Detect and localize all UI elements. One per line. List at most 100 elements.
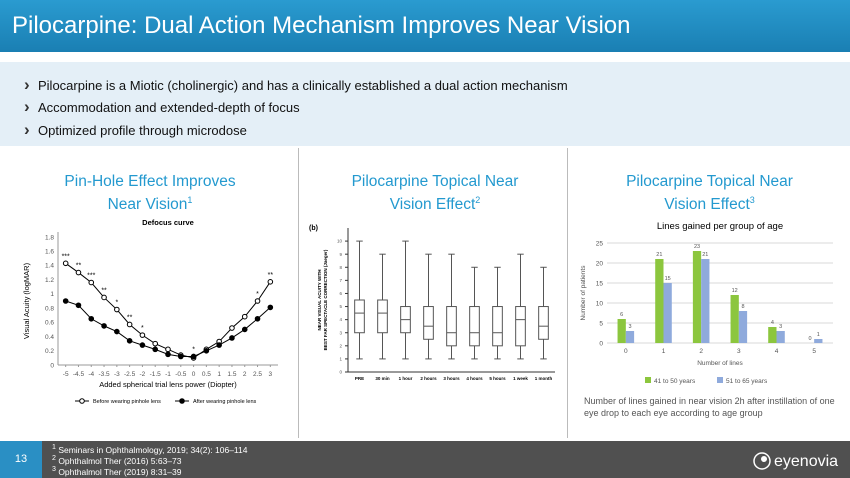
y-tick-label: 20 [596,260,604,267]
x-tick-label: 2 hours [420,376,437,381]
x-tick-label: -4.5 [73,371,85,378]
header: Pilocarpine: Dual Action Mechanism Impro… [0,0,850,52]
ref-text: Ophthalmol Ther (2019) 8:31–39 [58,466,182,477]
value-label: 15 [665,276,671,282]
reference: 2 Ophthalmol Ther (2016) 5:63–73 [52,454,181,466]
legend-label: After wearing pinhole lens [193,399,257,405]
y-tick-label: 1.8 [45,234,54,241]
y-tick-label: 10 [596,300,604,307]
x-tick-label: 4 hours [466,376,483,381]
x-axis-label: Added spherical trial lens power (Diopte… [99,380,237,389]
x-tick-label: -2.5 [124,371,136,378]
point [254,298,261,304]
x-tick-label: 1 month [535,376,553,381]
point [75,302,82,309]
bar [738,311,748,343]
reference: 3 Ophthalmol Ther (2019) 8:31–39 [52,465,181,477]
ref-number: 1 [52,443,56,451]
legend-marker [179,398,185,404]
y-tick-label: 0.6 [45,320,54,327]
legend-label: 41 to 50 years [654,378,696,385]
bar [625,331,635,343]
chart: (b) NEAR VISUAL ACUITY WITH BEST FAR SPECT… [309,225,555,381]
y-tick-label: 0.2 [45,348,54,355]
x-tick-label: -1 [165,371,171,378]
box [492,306,503,347]
value-label: 6 [620,312,623,318]
bar [701,259,710,343]
point [229,325,235,331]
bar [814,339,823,343]
panel-title-text: Pilocarpine Topical Near Vision Effect [626,173,793,214]
x-tick-label: 0.5 [202,371,211,378]
box [377,299,388,334]
y-tick-label: 6 [339,291,342,296]
point [152,346,159,353]
y-tick-label: 0.4 [45,334,54,341]
box [515,306,526,347]
value-label: 12 [732,288,738,294]
y-tick-label: 8 [339,265,342,270]
significance-label: ** [127,314,133,321]
significance-label: ** [101,287,107,294]
point [88,315,95,322]
y-tick-label: 25 [596,240,604,247]
point [139,332,146,338]
point [152,340,159,347]
box [446,306,457,347]
point [114,306,120,313]
point [62,298,69,304]
point [114,328,120,335]
y-tick-label: 0 [50,362,54,369]
bullet: Accommodation and extended-depth of focu… [24,97,300,117]
x-tick-label: 2 [243,371,247,378]
x-tick-label: 1 hour [399,376,413,381]
x-tick-label: 3 [269,371,273,378]
x-tick-label: 1.5 [227,371,236,378]
logo-icon [753,452,771,470]
y-tick-label: 4 [339,317,342,322]
ref-text: Ophthalmol Ther (2016) 5:63–73 [58,455,182,466]
panel-title: Pin-Hole Effect Improves Near Vision1 [50,172,250,214]
y-axis-label: Number of patients [580,265,587,321]
point [254,315,261,322]
ref-mark: 3 [749,195,755,205]
x-tick-label: PRE [355,376,364,381]
y-tick-label: 0 [599,340,603,347]
divider [567,148,568,438]
divider [298,148,299,438]
point [177,353,184,360]
y-tick-label: 15 [596,280,604,287]
bar [663,283,672,343]
x-tick-label: 1 [662,348,666,355]
caption: Number of lines gained in near vision 2h… [584,396,835,418]
y-tick-label: 5 [599,320,603,327]
y-axis-label: Visual Acuity (logMAR) [22,262,31,339]
bar [730,295,739,343]
value-label: 0 [808,336,811,342]
y-tick-label: 3 [339,330,342,335]
bar [776,331,785,343]
x-tick-label: 1 [217,371,221,378]
y-tick-label: 1.2 [45,277,54,284]
x-tick-label: -0.5 [175,371,187,378]
legend-swatch [717,377,723,383]
footer [0,441,850,478]
value-label: 21 [702,252,708,258]
bullet: Optimized profile through microdose [24,120,247,140]
x-tick-label: 3 hours [443,376,460,381]
y-tick-label: 0.8 [45,305,54,312]
panel-title: Pilocarpine Topical Near Vision Effect3 [612,172,807,214]
y-tick-label: 1 [50,291,54,298]
point [101,294,107,301]
point [267,304,274,311]
point [229,335,235,341]
y-axis-label: NEAR VISUAL ACUITY WITH [317,270,322,331]
ref-number: 3 [52,465,56,473]
x-tick-label: 4 [775,348,779,355]
panel-title-text: Pilocarpine Topical Near Vision Effect [351,173,519,214]
x-tick-label: 5 [812,348,816,355]
legend-label: Before wearing pinhole lens [93,399,161,405]
point [165,346,171,353]
